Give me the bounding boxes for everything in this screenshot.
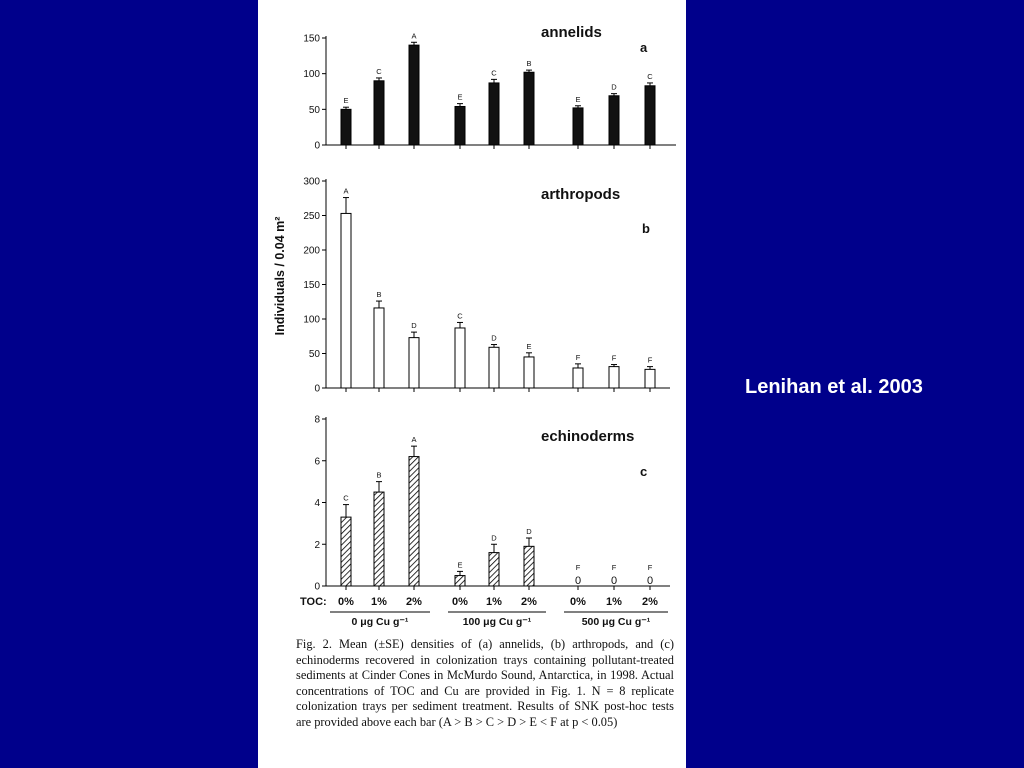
significance-label: A xyxy=(343,187,348,196)
panel-letter: a xyxy=(640,40,648,55)
significance-label: E xyxy=(457,93,462,102)
bar xyxy=(454,105,466,146)
zero-value-marker: 0 xyxy=(611,575,617,587)
bar xyxy=(373,80,385,146)
y-tick-label: 4 xyxy=(314,498,320,509)
significance-label: C xyxy=(491,68,497,77)
toc-level-label: 2% xyxy=(521,596,537,608)
significance-label: D xyxy=(411,321,417,330)
bar xyxy=(454,327,466,389)
toc-level-label: 1% xyxy=(371,596,387,608)
bar xyxy=(523,356,535,389)
bar xyxy=(340,108,352,146)
figure-caption: Fig. 2. Mean (±SE) densities of (a) anne… xyxy=(296,637,674,729)
zero-value-marker: 0 xyxy=(575,575,581,587)
bar xyxy=(408,456,420,587)
y-tick-label: 100 xyxy=(303,69,320,80)
bar xyxy=(644,85,656,146)
cu-group-label: 500 μg Cu g⁻¹ xyxy=(582,616,651,628)
y-tick-label: 0 xyxy=(314,384,320,395)
bar xyxy=(373,307,385,389)
y-tick-label: 8 xyxy=(314,415,320,426)
chart-title: arthropods xyxy=(541,186,620,203)
bar xyxy=(340,516,352,587)
significance-label: D xyxy=(526,527,532,536)
y-tick-label: 6 xyxy=(314,456,320,467)
toc-level-label: 0% xyxy=(338,596,354,608)
bar xyxy=(644,368,656,389)
significance-label: C xyxy=(376,67,382,76)
y-tick-label: 2 xyxy=(314,540,320,551)
toc-level-label: 2% xyxy=(642,596,658,608)
y-tick-label: 250 xyxy=(303,211,320,222)
significance-label: A xyxy=(411,435,416,444)
bar xyxy=(454,575,466,587)
significance-label: D xyxy=(491,533,497,542)
significance-label: C xyxy=(647,72,653,81)
y-tick-label: 150 xyxy=(303,280,320,291)
x-axis-area: TOC: 0% 1% 2% 0% 1% 2% 0% 1% 2% 0 μg Cu g⁻¹ 100 μg … xyxy=(300,596,668,628)
toc-level-label: 0% xyxy=(570,596,586,608)
bar xyxy=(572,107,584,146)
bar xyxy=(488,552,500,587)
bar xyxy=(608,366,620,389)
bar xyxy=(373,491,385,587)
bar xyxy=(523,71,535,146)
panel-letter: c xyxy=(640,464,647,479)
chart-title: echinoderms xyxy=(541,428,634,445)
y-tick-label: 0 xyxy=(314,141,320,152)
significance-label: F xyxy=(612,354,617,363)
significance-label: E xyxy=(457,560,462,569)
bar xyxy=(608,95,620,146)
bar xyxy=(523,545,535,587)
significance-label: F xyxy=(576,353,581,362)
y-tick-label: 300 xyxy=(303,177,320,188)
chart-title: annelids xyxy=(541,24,602,41)
bar xyxy=(340,212,352,389)
bar xyxy=(488,82,500,146)
bar xyxy=(408,337,420,389)
significance-label: F xyxy=(576,563,581,572)
toc-label: TOC: xyxy=(300,596,327,608)
panel-letter: b xyxy=(642,221,650,236)
y-tick-label: 200 xyxy=(303,246,320,257)
significance-label: F xyxy=(648,356,653,365)
citation-text: Lenihan et al. 2003 xyxy=(745,376,923,398)
significance-label: A xyxy=(411,31,416,40)
bar xyxy=(572,367,584,389)
toc-level-label: 1% xyxy=(486,596,502,608)
toc-level-label: 2% xyxy=(406,596,422,608)
y-tick-label: 100 xyxy=(303,315,320,326)
significance-label: B xyxy=(376,290,381,299)
significance-label: E xyxy=(343,96,348,105)
significance-label: B xyxy=(526,59,531,68)
significance-label: F xyxy=(648,563,653,572)
toc-level-label: 1% xyxy=(606,596,622,608)
y-tick-label: 150 xyxy=(303,34,320,45)
significance-label: E xyxy=(575,95,580,104)
cu-group-label: 100 μg Cu g⁻¹ xyxy=(463,616,532,628)
bar xyxy=(488,346,500,389)
zero-value-marker: 0 xyxy=(647,575,653,587)
significance-label: C xyxy=(457,311,463,320)
toc-level-label: 0% xyxy=(452,596,468,608)
y-tick-label: 0 xyxy=(314,582,320,593)
y-tick-label: 50 xyxy=(309,105,321,116)
cu-group-label: 0 μg Cu g⁻¹ xyxy=(352,616,409,628)
significance-label: B xyxy=(376,471,381,480)
bar xyxy=(408,44,420,146)
y-axis-label: Individuals / 0.04 m² xyxy=(273,217,287,336)
significance-label: D xyxy=(491,334,497,343)
y-tick-label: 50 xyxy=(309,349,321,360)
significance-label: C xyxy=(343,494,349,503)
significance-label: F xyxy=(612,563,617,572)
significance-label: E xyxy=(526,342,531,351)
significance-label: D xyxy=(611,83,617,92)
